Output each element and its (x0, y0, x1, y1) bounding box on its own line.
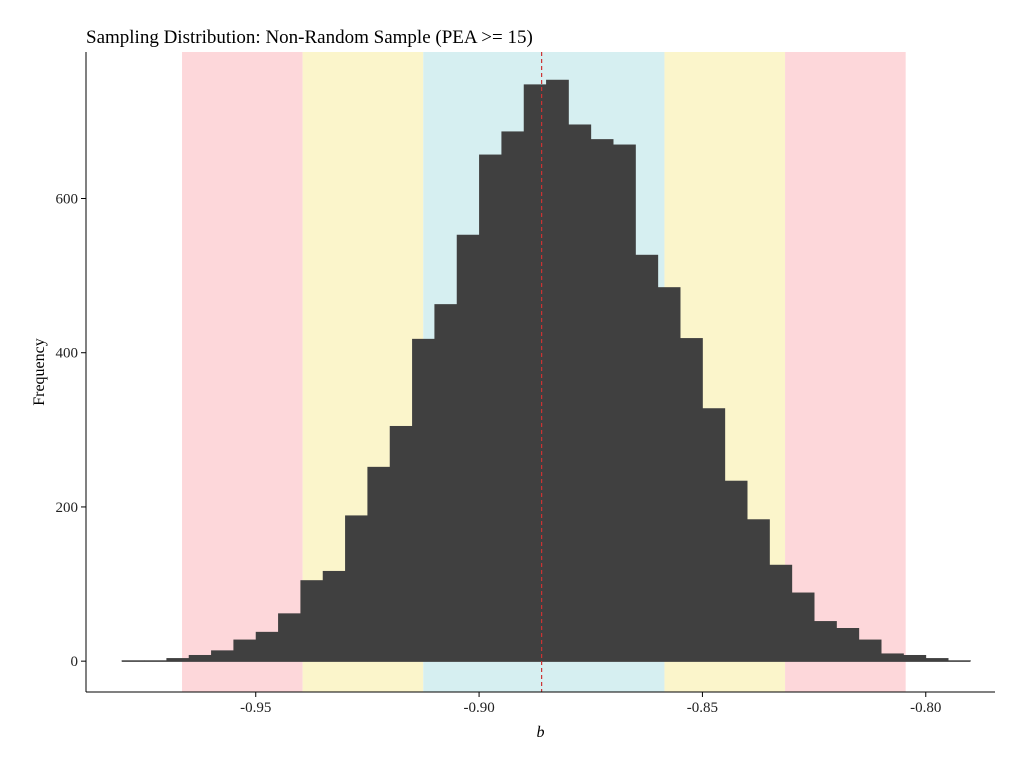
x-axis-label: b (537, 724, 545, 741)
y-tick-label-3: 400 (56, 346, 79, 362)
histogram-bar-17 (479, 154, 502, 662)
histogram-bar-7 (255, 631, 279, 662)
histogram-bar-1 (121, 660, 145, 662)
histogram-bar-11 (345, 515, 368, 662)
histogram-bar-8 (278, 613, 301, 662)
histogram-bar-25 (657, 287, 681, 662)
histogram-bar-18 (501, 131, 525, 662)
y-tick-label-4: 600 (56, 192, 79, 208)
histogram-bar-13 (389, 425, 413, 662)
y-axis-ticks: 0 200 400 600 (56, 192, 86, 670)
x-tick-label-2: -0.90 (463, 700, 494, 716)
x-axis-ticks: -0.95 -0.90 -0.85 -0.80 (240, 692, 941, 716)
y-tick-label-1: 0 (71, 654, 79, 670)
histogram-bar-23 (613, 144, 636, 662)
x-tick-label-1: -0.95 (240, 700, 271, 716)
histogram-bar-29 (747, 519, 770, 662)
histogram-bars (121, 79, 971, 662)
histogram-bar-28 (724, 480, 748, 662)
histogram-bar-35 (881, 653, 904, 662)
band-1 (182, 52, 303, 692)
histogram-bar-24 (635, 254, 659, 662)
histogram-bar-34 (858, 639, 882, 662)
histogram-bar-37 (925, 658, 949, 662)
histogram-bar-4 (188, 654, 212, 662)
axes (85, 52, 995, 693)
histogram-bar-2 (144, 660, 167, 662)
histogram-bar-9 (300, 580, 324, 662)
histogram-bar-38 (948, 660, 971, 662)
histogram-bar-19 (523, 84, 547, 662)
band-5 (785, 52, 906, 692)
histogram-bar-14 (412, 338, 435, 662)
histogram-bar-5 (211, 650, 234, 662)
y-tick-label-2: 200 (56, 500, 79, 516)
histogram-bar-33 (836, 628, 860, 662)
x-tick-label-4: -0.80 (910, 700, 941, 716)
histogram-bar-16 (456, 234, 480, 662)
x-tick-label-3: -0.85 (687, 700, 718, 716)
histogram-bar-3 (166, 658, 190, 662)
y-axis-label: Frequency (31, 338, 48, 406)
histogram-bar-26 (680, 338, 703, 662)
histogram-bar-20 (546, 79, 569, 662)
histogram-bar-21 (568, 124, 592, 662)
histogram-bar-36 (903, 654, 927, 662)
histogram-bar-12 (367, 466, 391, 662)
histogram-bar-6 (233, 639, 257, 662)
histogram-bar-22 (590, 139, 614, 662)
chart-title: Sampling Distribution: Non-Random Sample… (86, 27, 533, 48)
histogram-bar-30 (769, 564, 793, 662)
histogram-bar-31 (791, 592, 815, 662)
histogram-bar-27 (702, 408, 726, 662)
histogram-bar-10 (322, 570, 346, 662)
histogram-bar-15 (434, 304, 458, 662)
histogram-bar-32 (814, 621, 837, 662)
